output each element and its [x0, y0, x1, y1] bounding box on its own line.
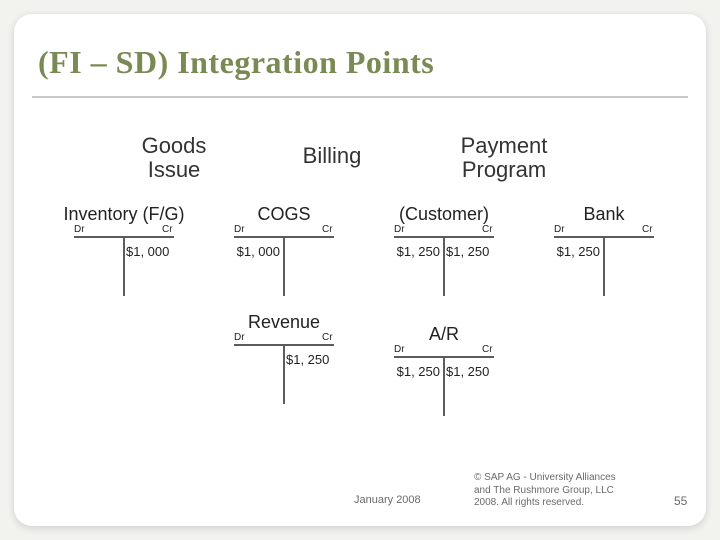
inventory-cr-amt: $1, 000 [126, 244, 174, 259]
ar-dr: Dr [394, 344, 405, 355]
t-customer-v [443, 236, 445, 296]
label-ar: A/R [384, 324, 504, 345]
copy-line-3: 2008. All rights reserved. [474, 497, 584, 508]
label-revenue: Revenue [224, 312, 344, 333]
header-goods-issue: Goods Issue [114, 134, 234, 182]
label-cogs: COGS [224, 204, 344, 225]
header-billing: Billing [272, 144, 392, 168]
t-ar-v [443, 356, 445, 416]
customer-dr-amt: $1, 250 [392, 244, 440, 259]
copy-line-2: and The Rushmore Group, LLC [474, 485, 614, 496]
cogs-dr-amt: $1, 000 [232, 244, 280, 259]
slide-title: (FI – SD) Integration Points [38, 44, 434, 81]
cogs-dr: Dr [234, 224, 245, 235]
revenue-dr: Dr [234, 332, 245, 343]
customer-cr: Cr [482, 224, 493, 235]
cogs-cr: Cr [322, 224, 333, 235]
t-bank-v [603, 236, 605, 296]
ar-cr: Cr [482, 344, 493, 355]
bank-cr: Cr [642, 224, 653, 235]
page-number: 55 [674, 494, 687, 508]
inventory-cr: Cr [162, 224, 173, 235]
header-payment-program: Payment Program [434, 134, 574, 182]
label-inventory: Inventory (F/G) [44, 204, 204, 225]
t-inventory-v [123, 236, 125, 296]
footer-copyright: © SAP AG - University Alliances and The … [474, 472, 654, 510]
t-cogs-v [283, 236, 285, 296]
footer-date: January 2008 [354, 494, 421, 506]
title-underline [32, 96, 688, 98]
inventory-dr: Dr [74, 224, 85, 235]
ar-cr-amt: $1, 250 [446, 364, 494, 379]
revenue-cr: Cr [322, 332, 333, 343]
slide-card: (FI – SD) Integration Points Goods Issue… [14, 14, 706, 526]
customer-dr: Dr [394, 224, 405, 235]
copy-line-1: © SAP AG - University Alliances [474, 472, 616, 483]
label-bank: Bank [544, 204, 664, 225]
bank-dr-amt: $1, 250 [552, 244, 600, 259]
revenue-cr-amt: $1, 250 [286, 352, 334, 367]
t-revenue-v [283, 344, 285, 404]
bank-dr: Dr [554, 224, 565, 235]
ar-dr-amt: $1, 250 [392, 364, 440, 379]
label-customer: (Customer) [384, 204, 504, 225]
customer-cr-amt: $1, 250 [446, 244, 494, 259]
